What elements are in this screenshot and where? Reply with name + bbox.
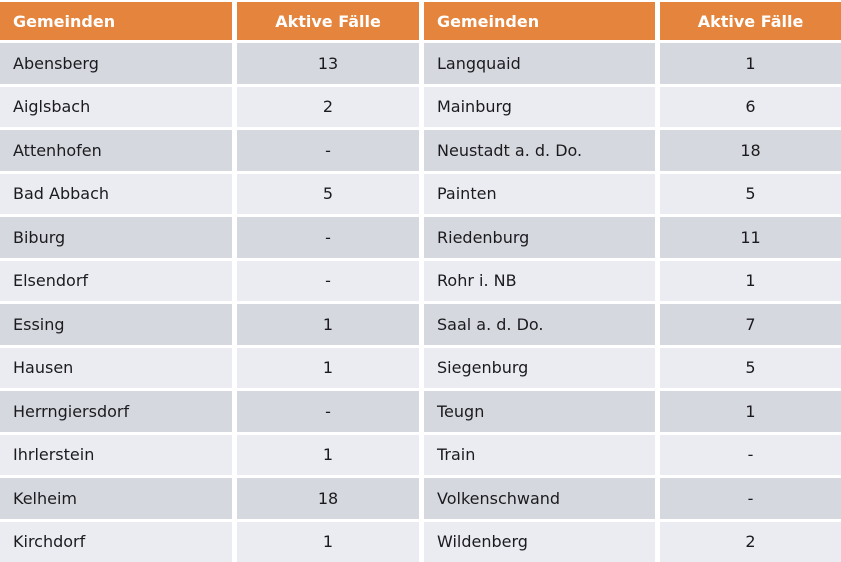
- municipality-name-cell: Siegenburg: [424, 347, 655, 388]
- column-header-aktive-faelle: Aktive Fälle: [660, 2, 841, 40]
- active-cases-cell: 2: [237, 86, 419, 127]
- municipality-name-cell: Aiglsbach: [0, 86, 232, 127]
- active-cases-cell: 1: [660, 43, 841, 84]
- active-cases-cell: 18: [237, 478, 419, 519]
- municipality-name-cell: Hausen: [0, 347, 232, 388]
- active-cases-cell: -: [237, 217, 419, 258]
- municipality-name-cell: Essing: [0, 304, 232, 345]
- municipality-name-cell: Rohr i. NB: [424, 260, 655, 301]
- active-cases-cell: 2: [660, 521, 841, 562]
- municipality-name-cell: Langquaid: [424, 43, 655, 84]
- active-cases-cell: 1: [660, 391, 841, 432]
- municipality-name-cell: Mainburg: [424, 86, 655, 127]
- municipality-name-cell: Kirchdorf: [0, 521, 232, 562]
- municipality-name-cell: Abensberg: [0, 43, 232, 84]
- active-cases-cell: 11: [660, 217, 841, 258]
- active-cases-cell: 13: [237, 43, 419, 84]
- active-cases-cell: 7: [660, 304, 841, 345]
- active-cases-cell: -: [660, 478, 841, 519]
- municipality-name-cell: Riedenburg: [424, 217, 655, 258]
- municipality-name-cell: Elsendorf: [0, 260, 232, 301]
- municipality-name-cell: Saal a. d. Do.: [424, 304, 655, 345]
- municipality-name-cell: Attenhofen: [0, 130, 232, 171]
- active-cases-cell: 5: [237, 173, 419, 214]
- municipality-name-cell: Neustadt a. d. Do.: [424, 130, 655, 171]
- municipality-name-cell: Teugn: [424, 391, 655, 432]
- active-cases-cell: 1: [237, 521, 419, 562]
- active-cases-cell: -: [237, 260, 419, 301]
- municipality-name-cell: Train: [424, 434, 655, 475]
- active-cases-cell: 5: [660, 173, 841, 214]
- municipality-name-cell: Painten: [424, 173, 655, 214]
- municipality-name-cell: Herrngiersdorf: [0, 391, 232, 432]
- municipality-name-cell: Kelheim: [0, 478, 232, 519]
- active-cases-cell: 6: [660, 86, 841, 127]
- active-cases-cell: 1: [237, 304, 419, 345]
- column-header-gemeinden: Gemeinden: [0, 2, 232, 40]
- active-cases-cell: 1: [237, 434, 419, 475]
- municipality-name-cell: Bad Abbach: [0, 173, 232, 214]
- municipality-name-cell: Ihrlerstein: [0, 434, 232, 475]
- active-cases-cell: -: [237, 130, 419, 171]
- column-header-aktive-faelle: Aktive Fälle: [237, 2, 419, 40]
- active-cases-cell: -: [237, 391, 419, 432]
- municipality-name-cell: Wildenberg: [424, 521, 655, 562]
- active-cases-cell: 5: [660, 347, 841, 388]
- municipality-name-cell: Volkenschwand: [424, 478, 655, 519]
- active-cases-cell: 1: [660, 260, 841, 301]
- active-cases-cell: 1: [237, 347, 419, 388]
- active-cases-cell: 18: [660, 130, 841, 171]
- municipality-name-cell: Biburg: [0, 217, 232, 258]
- active-cases-cell: -: [660, 434, 841, 475]
- column-header-gemeinden: Gemeinden: [424, 2, 655, 40]
